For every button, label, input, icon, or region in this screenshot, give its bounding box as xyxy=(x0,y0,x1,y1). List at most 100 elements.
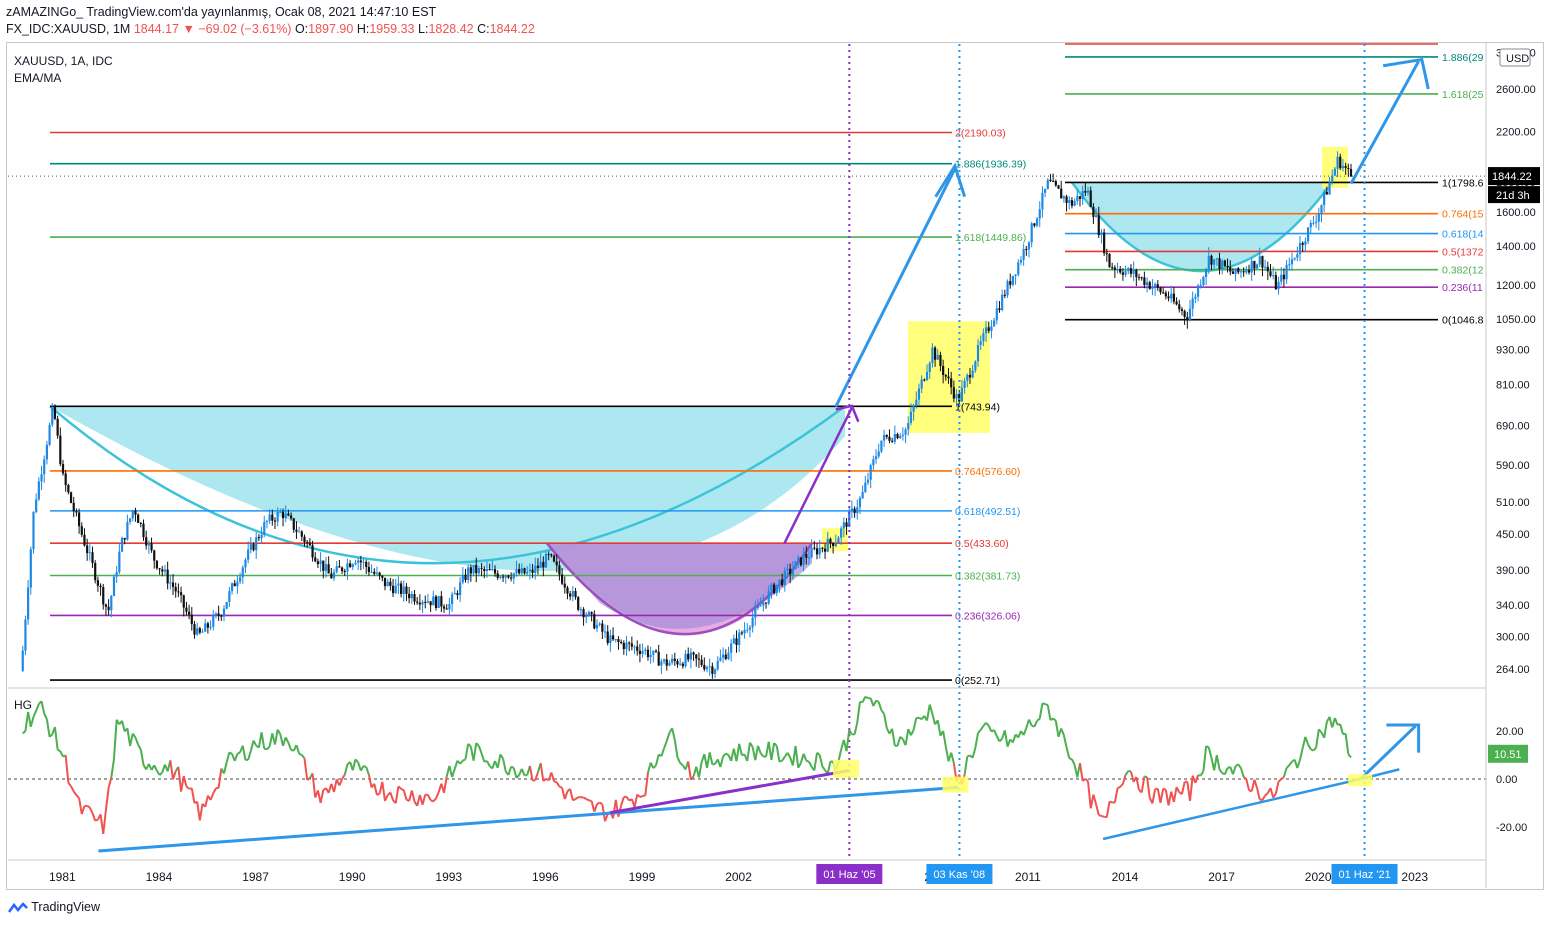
candle-body xyxy=(1001,294,1004,311)
candle-body xyxy=(370,571,373,573)
osc-segment xyxy=(260,732,266,749)
osc-segment xyxy=(539,762,545,782)
candle-body xyxy=(134,510,137,515)
osc-segment xyxy=(1315,729,1320,748)
tradingview-footer[interactable]: TradingView xyxy=(7,900,100,914)
candle-body xyxy=(378,572,381,576)
osc-segment xyxy=(1223,767,1229,775)
osc-segment xyxy=(1006,739,1012,748)
date-badge-text: 03 Kas '08 xyxy=(933,869,985,881)
osc-segment xyxy=(1307,743,1312,750)
osc-segment xyxy=(1078,762,1084,782)
candle-body xyxy=(652,650,655,655)
candle-body xyxy=(416,601,419,603)
projection-arrow-1 xyxy=(834,167,957,408)
candle-body xyxy=(440,596,443,607)
osc-segment xyxy=(663,740,668,749)
osc-segment xyxy=(979,725,985,731)
candle-body xyxy=(112,576,116,597)
candle-body xyxy=(1170,293,1173,299)
candle-body xyxy=(437,596,440,608)
osc-segment xyxy=(697,762,703,778)
candle-body xyxy=(850,508,853,512)
osc-segment xyxy=(802,753,808,762)
candle-body xyxy=(467,567,470,581)
candle-body xyxy=(1119,268,1122,273)
osc-segment xyxy=(266,745,271,751)
candle-body xyxy=(1105,253,1108,255)
osc-segment xyxy=(376,792,381,796)
candle-body xyxy=(638,650,642,654)
osc-segment xyxy=(131,733,137,739)
osc-segment xyxy=(837,749,843,762)
candle-body xyxy=(1258,256,1261,265)
candle-body xyxy=(1025,248,1028,250)
fib-left-label: 1(743.94) xyxy=(955,401,1000,413)
osc-segment xyxy=(341,774,346,780)
candle-body xyxy=(225,601,228,609)
candle-body xyxy=(94,562,97,581)
candle-body xyxy=(445,608,448,610)
candle-body xyxy=(483,568,486,572)
candle-body xyxy=(104,604,108,607)
osc-highlight-1 xyxy=(942,776,969,793)
candle-body xyxy=(869,465,872,480)
candle-body xyxy=(950,378,953,388)
candle-body xyxy=(1159,287,1162,293)
candle-body xyxy=(1078,196,1082,199)
osc-segment xyxy=(1243,776,1247,780)
candle-body xyxy=(1298,242,1302,255)
candle-body xyxy=(601,623,604,632)
osc-segment xyxy=(1117,785,1121,790)
osc-segment xyxy=(706,752,711,769)
osc-segment xyxy=(1231,765,1237,775)
osc-segment xyxy=(1162,787,1167,791)
candle-body xyxy=(1320,205,1323,215)
candle-body xyxy=(1218,258,1221,269)
candle-body xyxy=(188,611,191,615)
candle-body xyxy=(1162,292,1165,294)
indicator-legend[interactable]: EMA/MA xyxy=(14,71,62,85)
osc-segment xyxy=(1274,781,1280,794)
candle-body xyxy=(797,557,800,562)
candle-body xyxy=(783,570,786,586)
osc-segment xyxy=(520,768,526,776)
fib-left-label: 2(2190.03) xyxy=(955,128,1006,140)
candle-body xyxy=(1100,232,1103,236)
osc-highlight-0 xyxy=(833,759,860,778)
osc-segment xyxy=(295,744,301,755)
candle-body xyxy=(56,418,59,436)
osc-segment xyxy=(1113,788,1119,803)
osc-segment xyxy=(363,764,367,769)
osc-segment xyxy=(1095,803,1100,816)
candle-body xyxy=(861,491,864,499)
price-tick: 2600.00 xyxy=(1496,84,1536,96)
candle-body xyxy=(1237,268,1240,273)
osc-segment xyxy=(80,805,86,815)
osc-segment xyxy=(236,751,241,755)
candle-body xyxy=(1175,301,1178,305)
candle-body xyxy=(620,642,623,644)
candle-body xyxy=(719,657,722,661)
osc-trendline-1 xyxy=(98,785,959,853)
time-tick: 1993 xyxy=(435,870,462,884)
candle-body xyxy=(880,440,883,452)
fib-left-label: 0(252.71) xyxy=(955,675,1000,687)
candle-body xyxy=(196,628,199,635)
candle-body xyxy=(284,513,287,519)
candle-body xyxy=(958,393,961,402)
time-tick: 1999 xyxy=(629,870,656,884)
candle-body xyxy=(110,596,113,611)
osc-segment xyxy=(1119,783,1124,788)
price-tick: 2200.00 xyxy=(1496,126,1536,138)
candle-body xyxy=(37,481,40,500)
osc-segment xyxy=(1121,774,1127,785)
osc-segment xyxy=(818,754,824,767)
candle-body xyxy=(976,344,980,362)
candle-body xyxy=(485,568,489,572)
candle-body xyxy=(1011,275,1014,285)
candle-body xyxy=(982,333,985,342)
time-tick: 2017 xyxy=(1208,870,1235,884)
osc-segment xyxy=(987,725,993,732)
